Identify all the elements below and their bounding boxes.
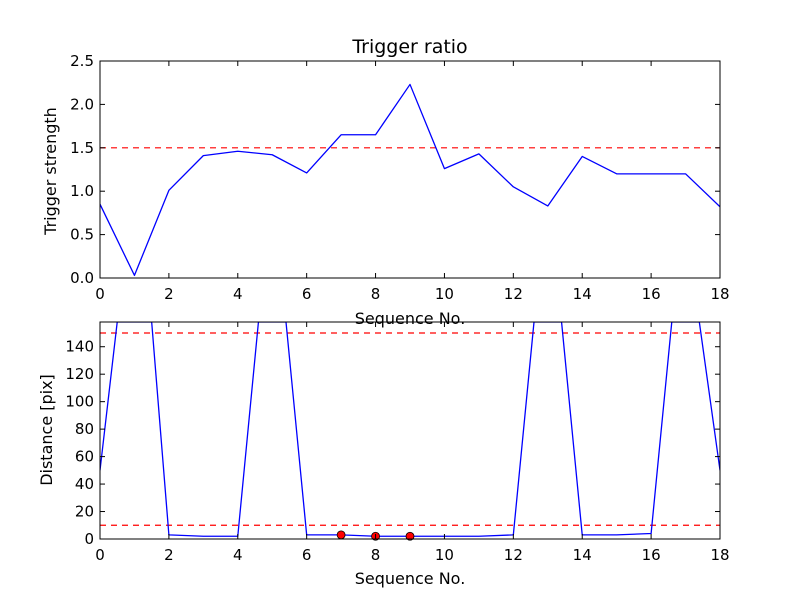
- x-tick-label: 4: [233, 285, 243, 303]
- y-tick-label: 40: [75, 475, 94, 493]
- x-tick-label: 18: [710, 285, 729, 303]
- y-tick-label: 20: [75, 503, 94, 521]
- y-ticks: 0 20 40 60 80 100 120 140: [65, 338, 720, 548]
- y-tick-label: 140: [65, 338, 94, 356]
- marker-point-0: [336, 530, 346, 540]
- trigger-ratio-chart: Trigger ratio 0 2 4 6 8 10 12 14 16 18 0.0 0.5 1.0 1…: [41, 36, 730, 328]
- y-tick-label: 2.0: [70, 95, 94, 113]
- threshold-lines: [100, 332, 720, 526]
- x-tick-label: 6: [302, 546, 312, 564]
- series-line-0: [100, 83, 720, 277]
- plot-frame: [99, 321, 721, 540]
- x-tick-label: 4: [233, 546, 243, 564]
- x-tick-label: 10: [435, 546, 454, 564]
- y-tick-label: 0: [84, 530, 94, 548]
- y-tick-label: 0.5: [70, 226, 94, 244]
- y-tick-label: 1.0: [70, 182, 94, 200]
- y-tick-label: 60: [75, 448, 94, 466]
- y-ticks: 0.0 0.5 1.0 1.5 2.0 2.5: [70, 52, 720, 287]
- x-axis-label: Sequence No.: [355, 569, 466, 588]
- x-ticks: 0 2 4 6 8 10 12 14 16 18: [95, 61, 730, 303]
- x-tick-label: 10: [435, 285, 454, 303]
- x-tick-label: 12: [504, 285, 523, 303]
- x-tick-label: 16: [642, 546, 661, 564]
- x-ticks: 0 2 4 6 8 10 12 14 16 18: [95, 322, 730, 564]
- x-tick-label: 16: [642, 285, 661, 303]
- distance-chart: 0 2 4 6 8 10 12 14 16 18 0 20 40 60 80 100 120 140 Seque…: [37, 321, 730, 588]
- x-tick-label: 0: [95, 546, 105, 564]
- x-tick-label: 14: [573, 546, 592, 564]
- x-tick-label: 2: [164, 285, 174, 303]
- x-tick-label: 8: [371, 546, 381, 564]
- y-tick-label: 100: [65, 393, 94, 411]
- x-tick-label: 12: [504, 546, 523, 564]
- chart-title: Trigger ratio: [351, 36, 467, 58]
- x-axis-label: Sequence No.: [355, 309, 466, 328]
- y-axis-label: Trigger strength: [41, 107, 60, 236]
- y-tick-label: 120: [65, 365, 94, 383]
- x-tick-label: 14: [573, 285, 592, 303]
- x-tick-label: 0: [95, 285, 105, 303]
- x-tick-label: 6: [302, 285, 312, 303]
- y-tick-label: 0.0: [70, 269, 94, 287]
- y-tick-label: 2.5: [70, 52, 94, 70]
- x-tick-label: 2: [164, 546, 174, 564]
- series-lines: [100, 83, 720, 277]
- marker-point-2: [405, 531, 415, 541]
- y-tick-label: 80: [75, 420, 94, 438]
- plot-frame: [99, 60, 721, 279]
- y-tick-label: 1.5: [70, 139, 94, 157]
- y-axis-label: Distance [pix]: [37, 374, 56, 486]
- x-tick-label: 18: [710, 546, 729, 564]
- x-tick-label: 8: [371, 285, 381, 303]
